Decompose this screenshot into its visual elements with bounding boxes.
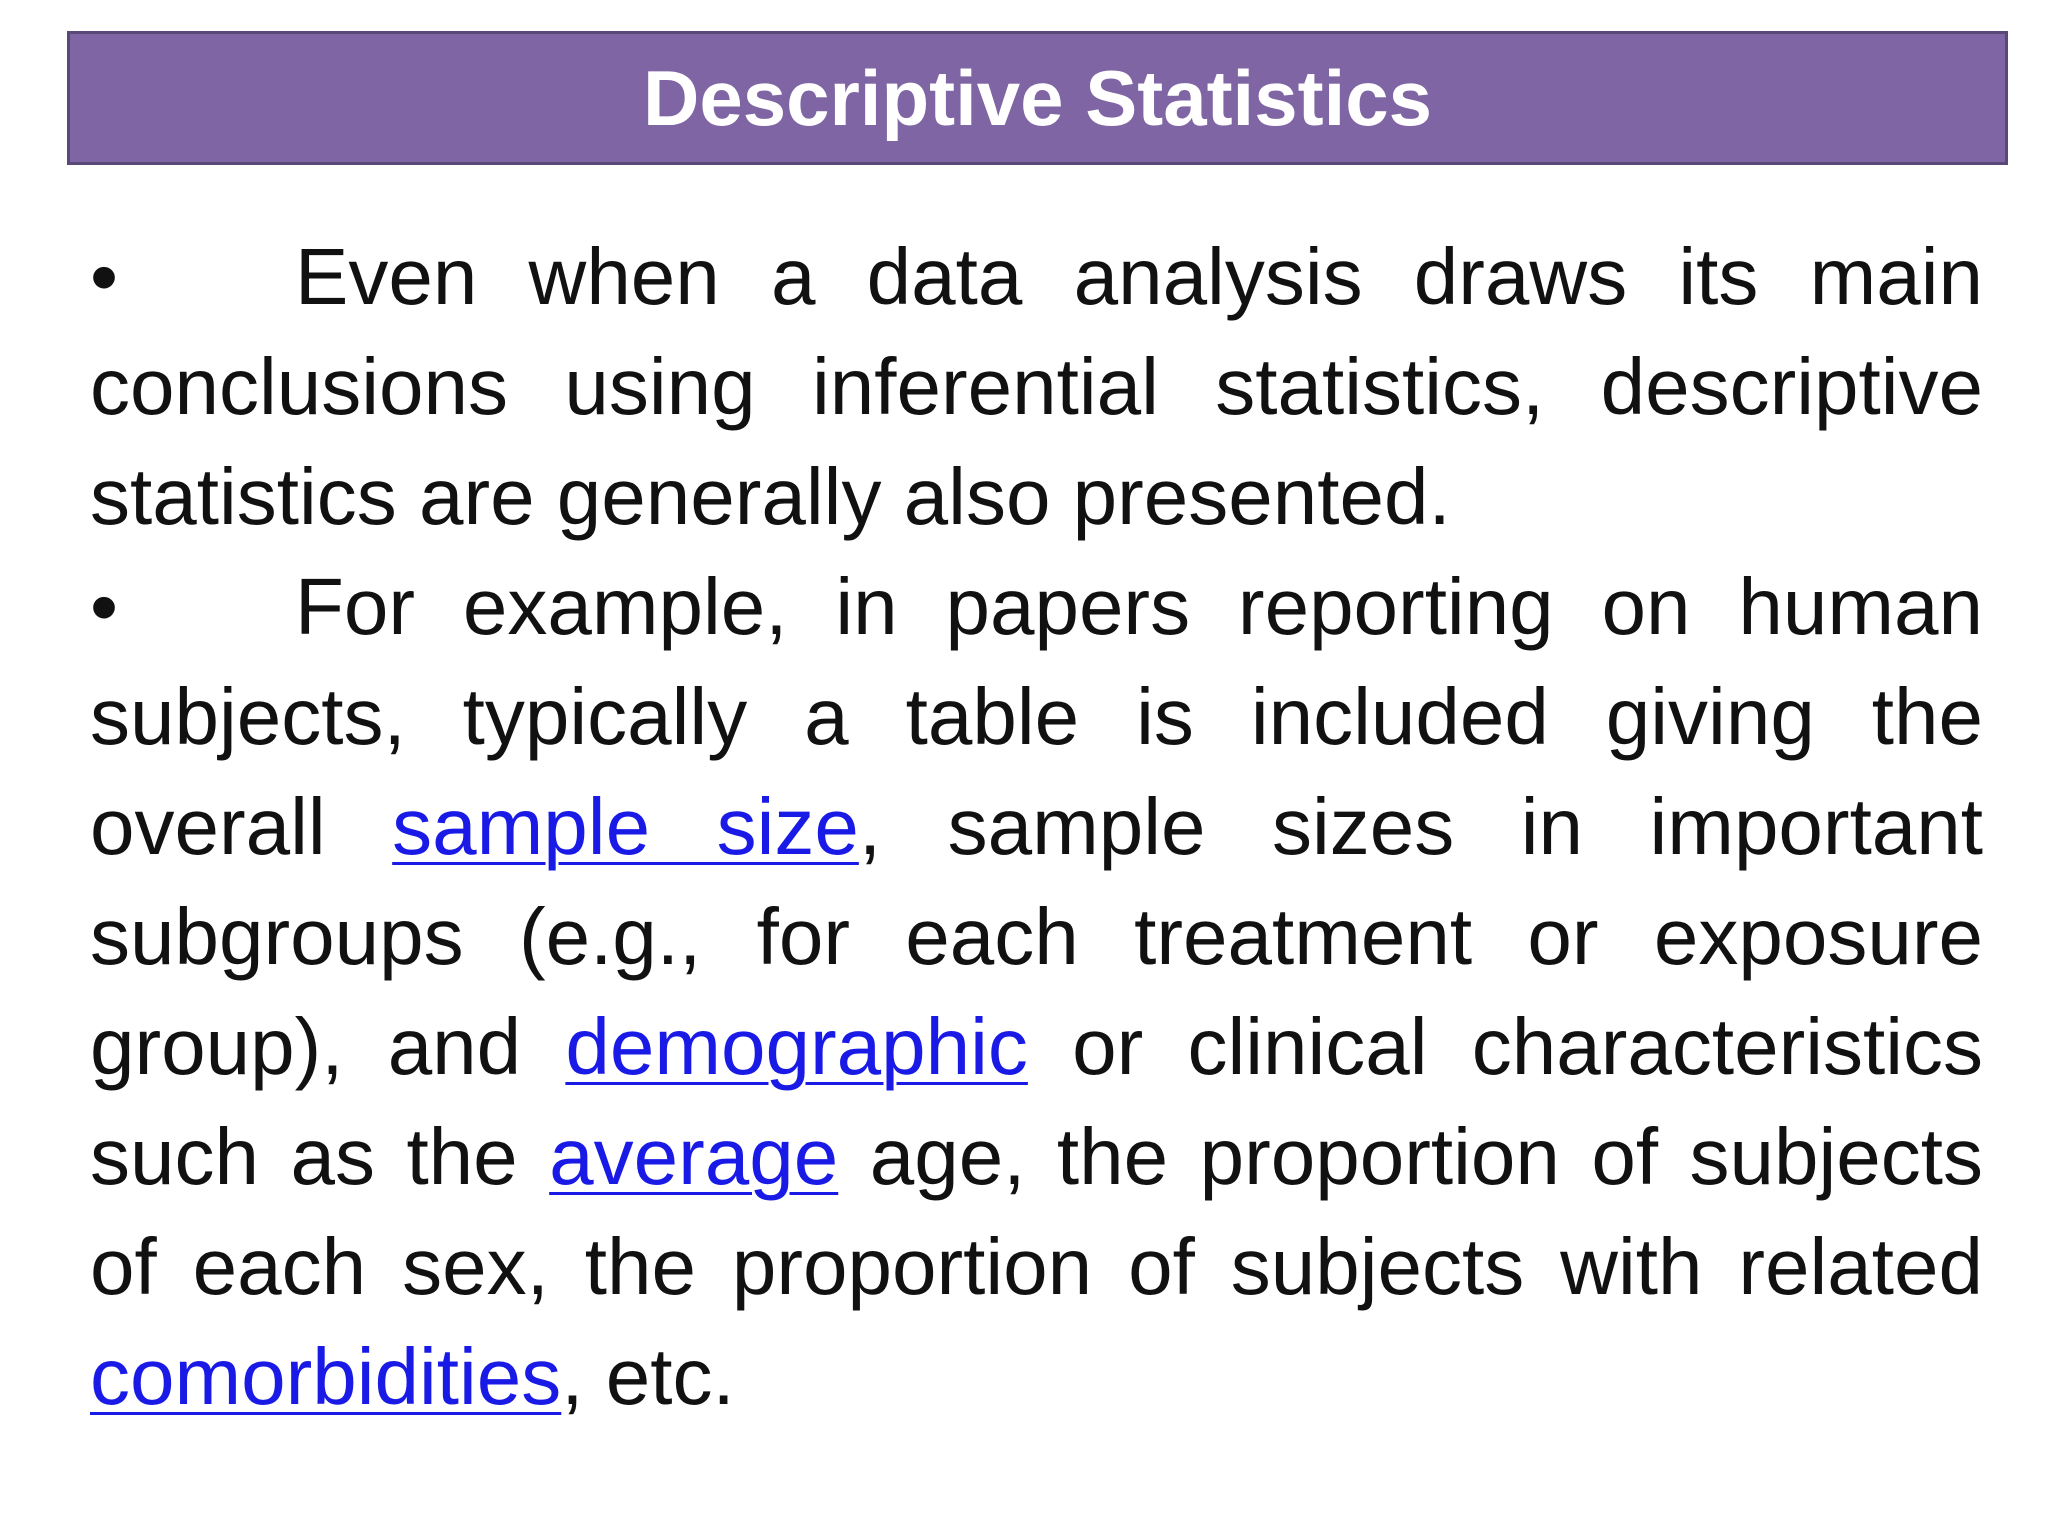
bullet-dot-icon: • xyxy=(90,232,119,321)
link-demographic[interactable]: demographic xyxy=(565,1002,1028,1091)
bullet-text: or clinical characteristics such as the xyxy=(90,1002,1984,1201)
bullet-text: For example, in papers reporting on huma… xyxy=(90,562,1983,871)
title-bar: Descriptive Statistics xyxy=(67,31,2008,165)
bullet-paragraph-1: • Even when a data analysis draws its mai… xyxy=(90,222,1983,552)
slide-title: Descriptive Statistics xyxy=(642,54,1433,142)
link-average[interactable]: average xyxy=(549,1112,839,1201)
link-sample-size[interactable]: sample size xyxy=(392,782,859,871)
bullet-text: age, the proportion of subjects of each … xyxy=(90,1112,1983,1311)
bullet-text: , sample sizes in important subgroups (e… xyxy=(90,782,1983,1091)
link-comorbidities[interactable]: comorbidities xyxy=(90,1332,562,1421)
bullet-text: , etc. xyxy=(561,1332,735,1421)
bullet-text: Even when a data analysis draws its main… xyxy=(90,232,1983,541)
slide-content: • Even when a data analysis draws its mai… xyxy=(90,222,1983,1432)
bullet-dot-icon: • xyxy=(90,562,119,651)
bullet-paragraph-2: • For example, in papers reporting on hum… xyxy=(90,552,1983,1432)
